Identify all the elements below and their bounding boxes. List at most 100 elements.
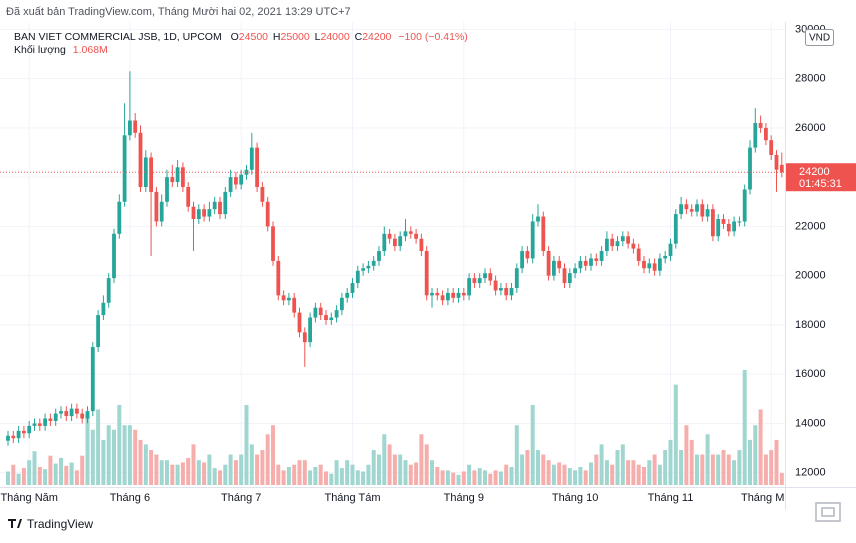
ohlc-letter: O [231, 31, 239, 43]
volume-bar [536, 450, 540, 485]
candle-body [228, 177, 233, 192]
candle-body [260, 187, 265, 202]
volume-bar [59, 457, 63, 485]
candle-body [684, 204, 689, 210]
volume-bar [440, 470, 445, 485]
candle-body [361, 268, 365, 271]
volume-bar [276, 464, 281, 485]
candle-body [748, 147, 752, 190]
volume-bar [186, 457, 191, 485]
volume-bar [32, 451, 37, 485]
volume-bar [212, 468, 217, 485]
volume-bar [138, 439, 143, 485]
candle-body [594, 258, 599, 261]
volume-bar [249, 444, 254, 485]
volume-bar [345, 460, 350, 485]
volume-bar [525, 450, 530, 485]
x-tick-label: Tháng 9 [444, 492, 484, 504]
volume-bar [324, 471, 328, 485]
volume-last: 1.068M [73, 44, 108, 56]
candle-body [234, 177, 238, 185]
candle-body [355, 270, 360, 284]
volume-bar [551, 464, 556, 485]
volume-bar [308, 470, 313, 485]
candle-body [440, 295, 445, 301]
volume-bar [377, 454, 381, 485]
volume-bar [657, 464, 662, 485]
candle-body [530, 221, 535, 259]
volume-bar [165, 460, 169, 485]
candle-body [679, 204, 683, 215]
candle-body [287, 297, 291, 301]
snapshot-inner [821, 507, 835, 517]
candle-body [509, 287, 514, 296]
x-tick-label: Tháng Tám [324, 492, 380, 504]
volume-bar [583, 470, 588, 485]
y-tick-label: 16000 [795, 368, 826, 380]
volume-bar [763, 454, 768, 485]
logo-mark [8, 519, 22, 528]
volume-bar [260, 450, 265, 485]
x-tick-label: Tháng 10 [552, 492, 598, 504]
candle-body [758, 122, 763, 128]
candle-body [769, 140, 774, 155]
candle-body [271, 226, 275, 261]
volume-bar [37, 466, 42, 485]
volume-bar [514, 425, 519, 485]
candle-body [461, 292, 466, 296]
volume-bar [647, 460, 652, 485]
volume-bar [530, 404, 535, 485]
candle-body [371, 260, 376, 266]
y-tick-label: 20000 [795, 270, 826, 282]
volume-bar [557, 462, 562, 485]
candle-body [737, 221, 742, 223]
candle-body [165, 177, 169, 202]
close-value: 24200 [362, 31, 391, 43]
candle-body [218, 201, 222, 215]
candle-body [223, 191, 228, 215]
candle-body [69, 408, 74, 417]
snapshot-frame [815, 502, 841, 522]
candle-body [281, 295, 286, 301]
snapshot-button[interactable] [815, 502, 841, 522]
candle-body [398, 236, 403, 247]
volume-bar [297, 460, 302, 485]
candle-body [138, 132, 143, 188]
candle-body [43, 418, 47, 426]
volume-bar [700, 454, 705, 485]
volume-bar [636, 464, 641, 485]
candle-body [716, 219, 721, 237]
volume-bar [520, 454, 525, 485]
candle-body [22, 430, 26, 434]
volume-bar [6, 471, 10, 485]
high-value: 25000 [281, 31, 310, 43]
volume-bar [679, 450, 684, 485]
candle-body [48, 418, 53, 421]
candle-body [408, 231, 413, 234]
volume-bar [753, 425, 758, 485]
volume-bar [80, 455, 85, 485]
volume-bar [334, 460, 339, 485]
candle-body [578, 260, 583, 269]
volume-bar [329, 473, 334, 485]
candle-body [589, 258, 593, 266]
candle-body [329, 317, 334, 320]
volume-bar [424, 444, 429, 485]
candle-body [154, 191, 159, 222]
volume-bar [143, 444, 148, 485]
candle-body [117, 201, 122, 234]
currency-badge[interactable] [805, 29, 834, 46]
volume-bar [265, 434, 270, 485]
volume-name: Khối lượng [14, 44, 66, 56]
candle-body [631, 243, 636, 249]
volume-bar [96, 409, 101, 485]
ohlc-letter: C [355, 31, 363, 43]
candle-body [493, 280, 498, 291]
volume-bar [742, 370, 747, 485]
volume-bar [292, 464, 297, 485]
candle-body [647, 263, 652, 269]
candle-body [85, 411, 90, 419]
volume-bar [567, 468, 572, 485]
tradingview-logo[interactable]: TradingView [8, 517, 93, 531]
candle-body [472, 278, 477, 284]
